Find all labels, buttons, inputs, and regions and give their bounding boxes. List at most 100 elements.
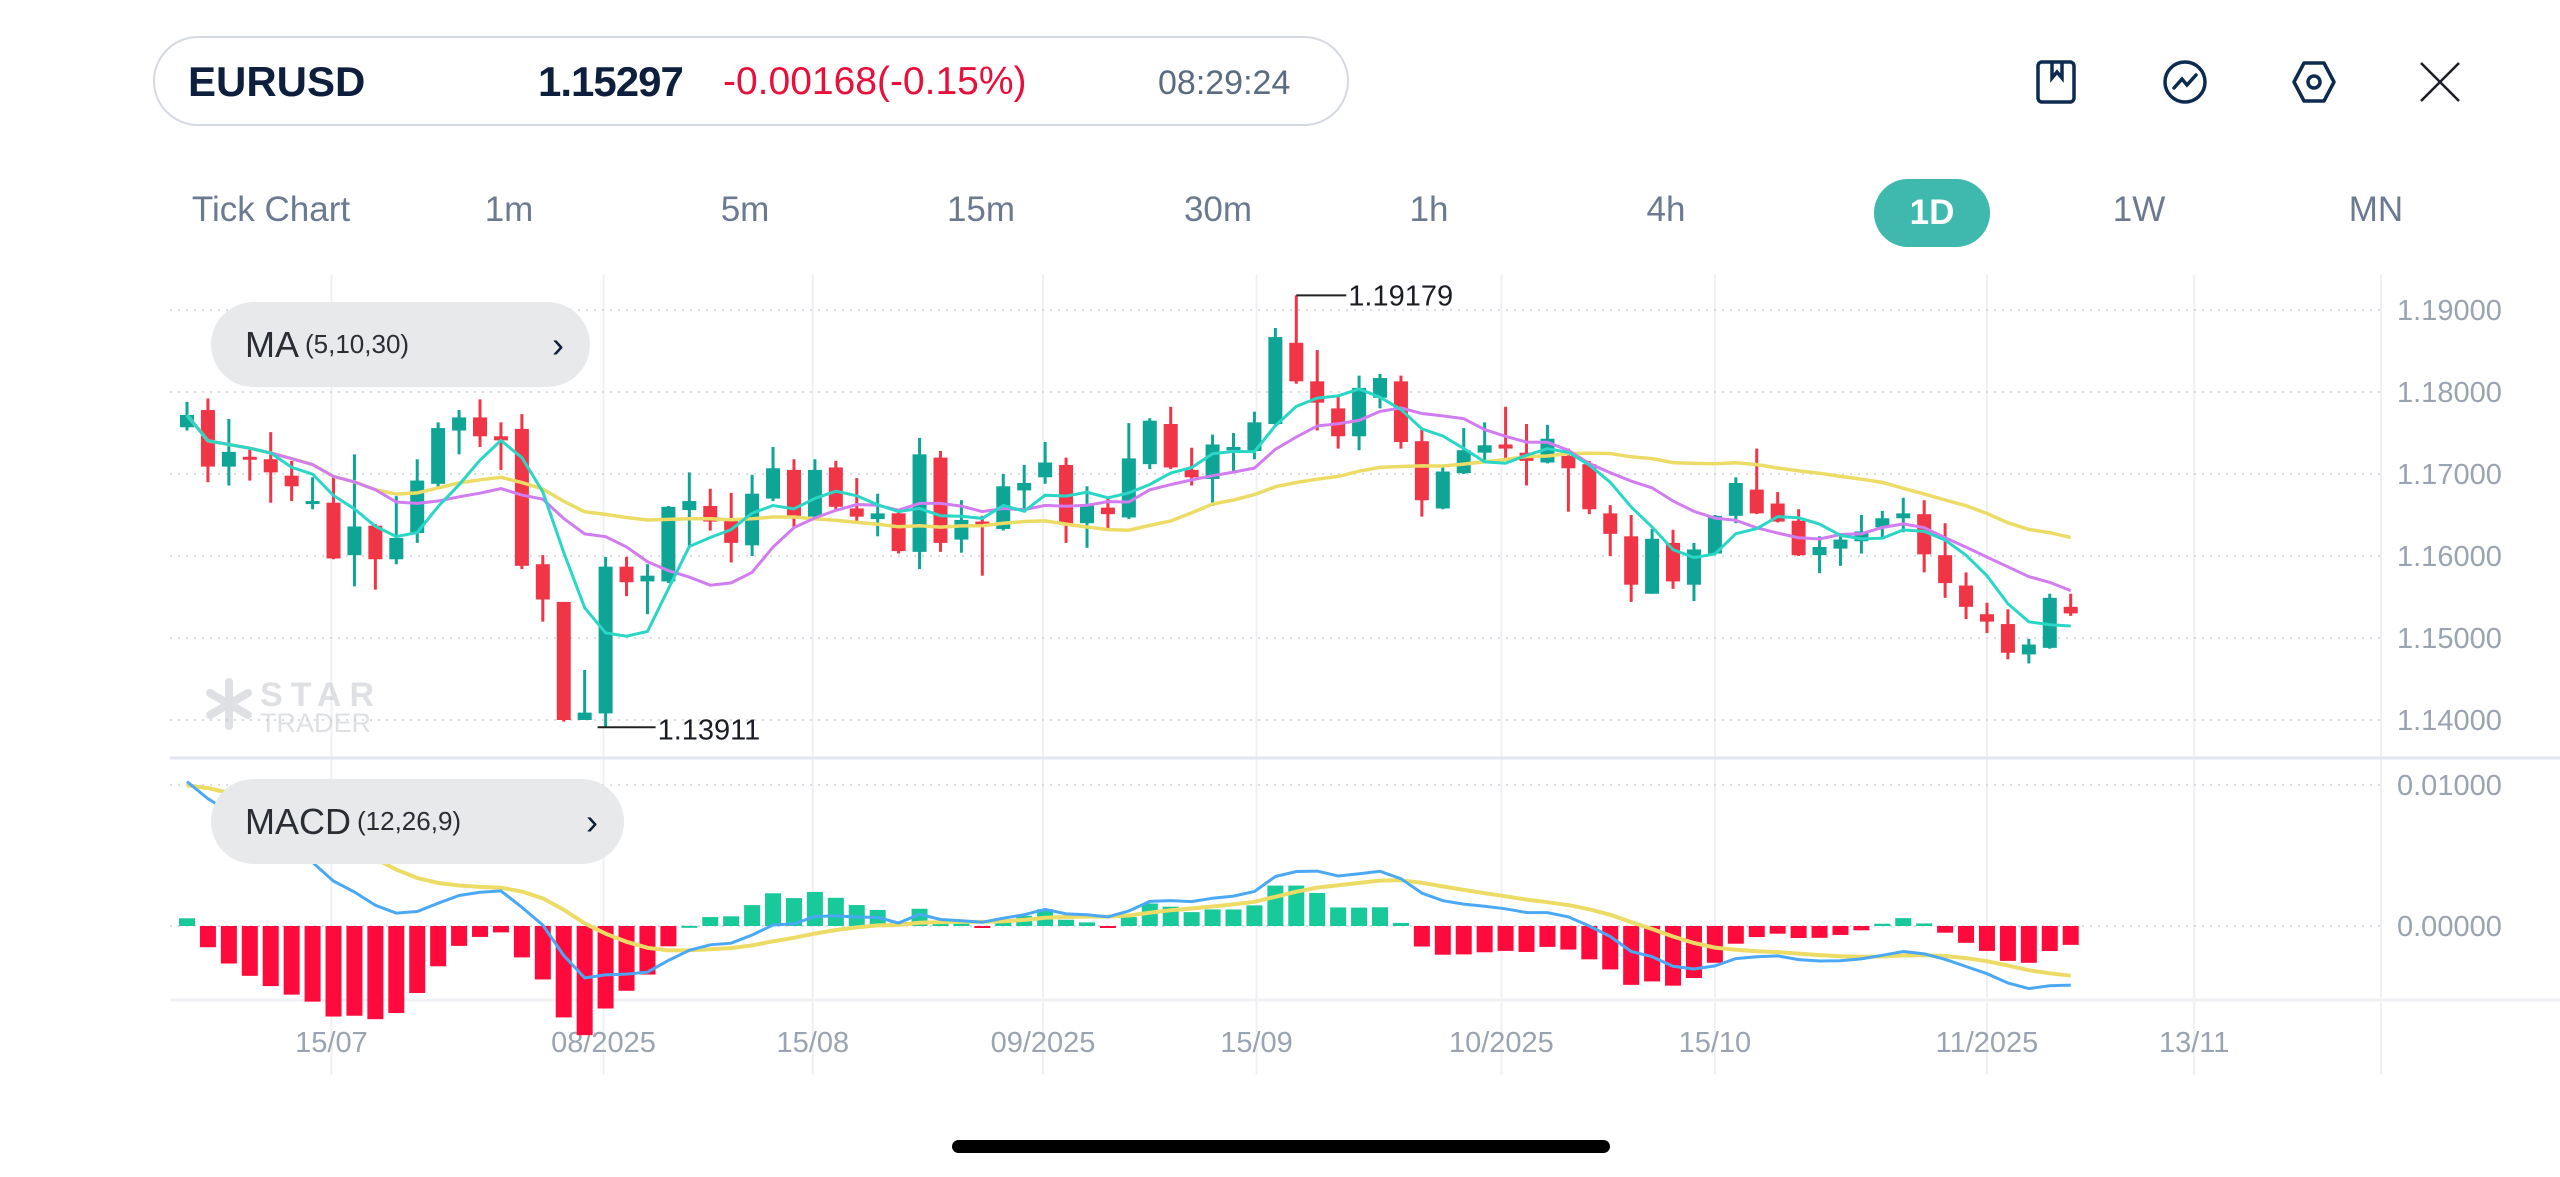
macd-histogram-bar — [744, 905, 761, 926]
candle-up — [431, 428, 446, 484]
macd-label: MACD — [245, 800, 351, 842]
current-price: 1.15297 — [538, 58, 684, 105]
macd-histogram-bar — [1141, 903, 1158, 926]
tab-tick-chart[interactable]: Tick Chart — [191, 190, 351, 229]
macd-histogram-bar — [1958, 926, 1975, 943]
macd-histogram-bar — [1706, 926, 1723, 963]
macd-histogram-bar — [723, 916, 740, 926]
chart-trend-icon[interactable] — [2161, 58, 2209, 106]
symbol-name[interactable]: EURUSD — [188, 58, 366, 105]
macd-histogram-bar — [1916, 923, 1933, 926]
tab-1w[interactable]: 1W — [2112, 190, 2166, 229]
macd-histogram-bar — [785, 898, 802, 926]
macd-histogram-bar — [1246, 905, 1263, 926]
candle-up — [954, 519, 969, 540]
macd-histogram-bar — [220, 926, 237, 964]
macd-histogram-bar — [241, 926, 258, 976]
macd-histogram-bar — [513, 926, 530, 958]
server-time: 08:29:24 — [1158, 64, 1291, 102]
macd-histogram-bar — [1392, 922, 1409, 926]
bookmark-icon[interactable] — [2032, 58, 2080, 106]
price-axis-label: 1.15000 — [2397, 623, 2502, 655]
macd-histogram-bar — [199, 926, 216, 948]
x-axis-label: 10/2025 — [1449, 1027, 1554, 1059]
macd-histogram-bar — [1099, 926, 1116, 928]
tab-5m[interactable]: 5m — [720, 190, 770, 229]
price-axis-label: 1.17000 — [2397, 459, 2502, 491]
macd-histogram-bar — [430, 926, 447, 967]
candle-down — [1959, 585, 1974, 607]
macd-histogram-bar — [1790, 926, 1807, 939]
candle-down — [1414, 441, 1429, 501]
candle-up — [347, 526, 362, 556]
macd-histogram-bar — [1120, 917, 1137, 926]
home-indicator[interactable] — [952, 1140, 1610, 1153]
ma-indicator-button[interactable]: MA (5,10,30) › — [211, 302, 590, 387]
tab-4h[interactable]: 4h — [1646, 190, 1686, 229]
macd-histogram-bar — [660, 926, 677, 947]
tab-1d[interactable]: 1D — [1874, 179, 1990, 247]
macd-histogram-bar — [1372, 907, 1389, 926]
candle-up — [1854, 531, 1869, 542]
candle-up — [1707, 515, 1722, 554]
macd-histogram-bar — [827, 897, 844, 926]
macd-histogram-bar — [325, 926, 342, 1017]
candle-down — [473, 417, 488, 437]
candle-down — [556, 601, 571, 720]
tab-15m[interactable]: 15m — [946, 190, 1016, 229]
macd-histogram-bar — [1832, 926, 1849, 935]
candle-down — [2063, 606, 2078, 614]
candle-down — [849, 508, 864, 517]
tab-mn[interactable]: MN — [2348, 190, 2404, 229]
settings-hex-icon[interactable] — [2290, 58, 2338, 106]
macd-histogram-bar — [472, 926, 489, 937]
candle-up — [1373, 378, 1388, 398]
macd-histogram-bar — [346, 926, 363, 1016]
ma30-line — [185, 413, 2072, 540]
candle-up — [1645, 538, 1660, 594]
macd-histogram-bar — [179, 918, 195, 926]
candle-up — [870, 513, 885, 520]
candle-up — [766, 468, 781, 499]
macd-histogram-bar — [1058, 919, 1075, 926]
close-icon[interactable] — [2416, 58, 2464, 106]
macd-histogram-bar — [1267, 885, 1284, 926]
x-axis-label: 15/07 — [295, 1027, 368, 1059]
macd-histogram-bar — [1665, 926, 1682, 986]
macd-histogram-bar — [555, 926, 572, 1018]
tab-30m[interactable]: 30m — [1183, 190, 1253, 229]
candle-down — [1393, 381, 1408, 443]
macd-histogram-bar — [2062, 926, 2079, 945]
macd-histogram-bar — [1413, 926, 1430, 947]
macd-histogram-bar — [1853, 926, 1870, 931]
candle-down — [1938, 555, 1953, 584]
candle-down — [1603, 513, 1618, 534]
tab-1h[interactable]: 1h — [1409, 190, 1449, 229]
chevron-right-icon: › — [586, 800, 598, 842]
macd-histogram-bar — [262, 926, 279, 987]
macd-indicator-button[interactable]: MACD (12,26,9) › — [211, 779, 624, 864]
candle-up — [661, 506, 676, 582]
candle-down — [1498, 444, 1513, 449]
x-axis-label: 13/11 — [2159, 1027, 2229, 1059]
chevron-right-icon: › — [552, 323, 564, 365]
tab-1m[interactable]: 1m — [484, 190, 534, 229]
candle-up — [1268, 337, 1283, 424]
candle-up — [598, 566, 613, 714]
candle-down — [242, 456, 257, 460]
macd-histogram-bar — [1811, 926, 1828, 938]
candle-up — [1456, 450, 1471, 474]
candle-up — [2021, 644, 2036, 655]
macd-histogram-bar — [1748, 926, 1765, 938]
candle-down — [263, 459, 278, 473]
candle-down — [1289, 342, 1304, 382]
macd-params: (12,26,9) — [357, 806, 462, 836]
macd-histogram-bar — [2020, 926, 2037, 963]
watermark-trader: TRADER — [260, 708, 372, 738]
candle-up — [389, 537, 404, 560]
macd-histogram-bar — [1769, 926, 1786, 934]
candle-down — [326, 502, 341, 559]
candle-up — [1247, 422, 1262, 452]
candle-up — [640, 575, 655, 582]
